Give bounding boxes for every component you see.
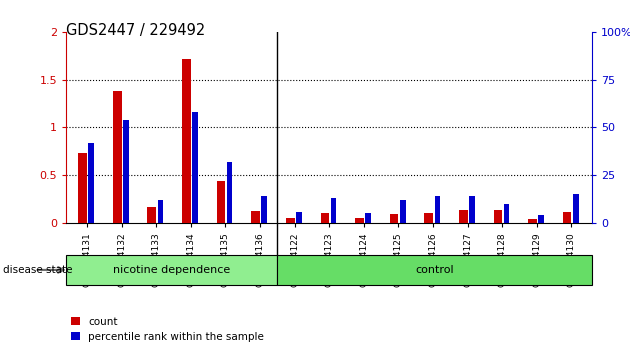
- Bar: [286, 218, 295, 223]
- Bar: [469, 196, 475, 223]
- FancyBboxPatch shape: [66, 255, 277, 285]
- Bar: [217, 181, 226, 223]
- Text: nicotine dependence: nicotine dependence: [113, 265, 230, 275]
- Text: GDS2447 / 229492: GDS2447 / 229492: [66, 23, 205, 38]
- Bar: [563, 212, 571, 223]
- Bar: [365, 213, 371, 223]
- Bar: [182, 59, 191, 223]
- FancyBboxPatch shape: [277, 255, 592, 285]
- Bar: [539, 215, 544, 223]
- Text: control: control: [415, 265, 454, 275]
- Bar: [493, 210, 502, 223]
- Bar: [504, 204, 510, 223]
- Bar: [123, 120, 129, 223]
- Bar: [78, 153, 87, 223]
- Bar: [296, 212, 302, 223]
- Legend: count, percentile rank within the sample: count, percentile rank within the sample: [71, 317, 264, 342]
- Bar: [113, 91, 122, 223]
- Bar: [331, 198, 336, 223]
- Bar: [321, 213, 329, 223]
- Bar: [425, 213, 433, 223]
- Bar: [192, 112, 198, 223]
- Bar: [251, 211, 260, 223]
- Bar: [400, 200, 406, 223]
- Bar: [528, 219, 537, 223]
- Bar: [355, 218, 364, 223]
- Bar: [227, 162, 232, 223]
- Bar: [435, 196, 440, 223]
- Bar: [147, 207, 156, 223]
- Bar: [390, 215, 398, 223]
- Text: disease state: disease state: [3, 265, 72, 275]
- Bar: [88, 143, 94, 223]
- Bar: [158, 200, 163, 223]
- Bar: [459, 210, 467, 223]
- Bar: [573, 194, 578, 223]
- Bar: [261, 196, 267, 223]
